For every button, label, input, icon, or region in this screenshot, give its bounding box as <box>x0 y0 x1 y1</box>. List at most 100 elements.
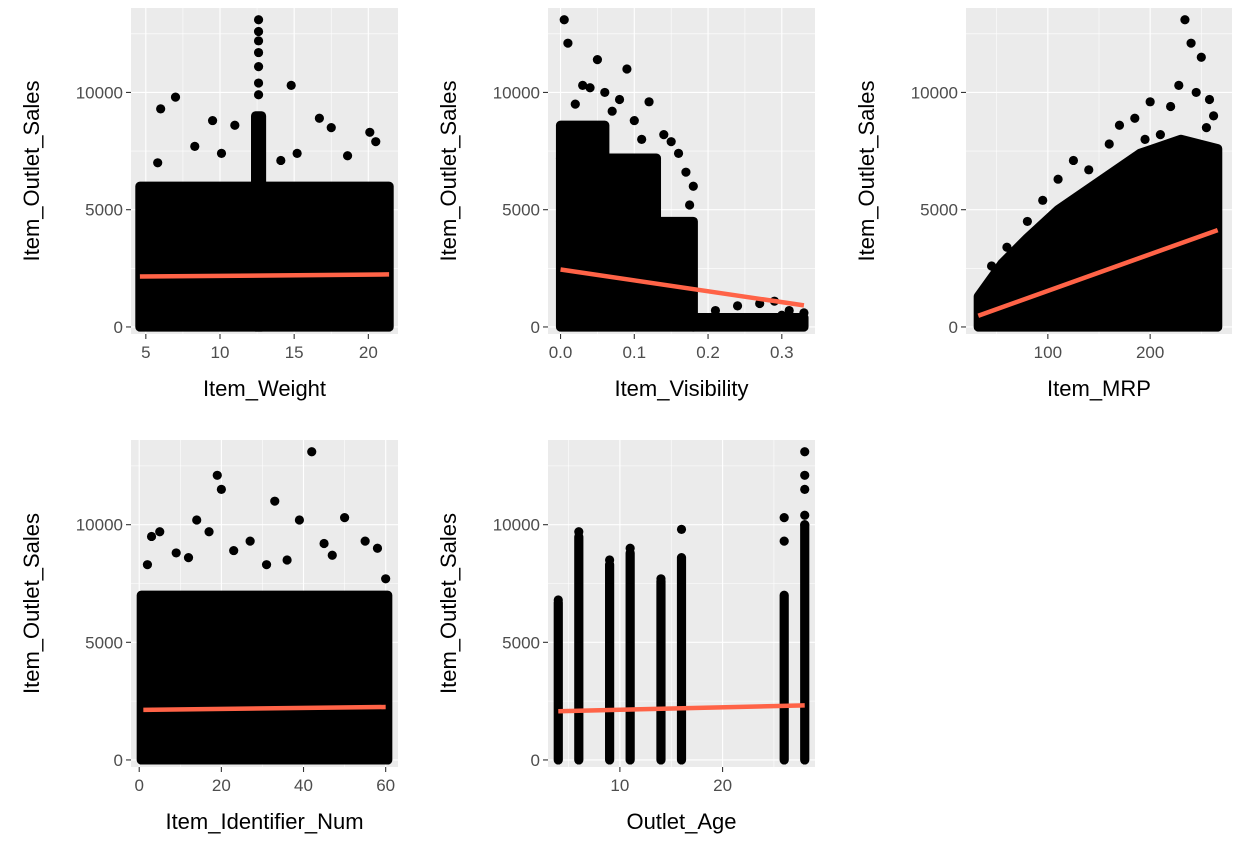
data-point <box>681 167 691 177</box>
data-point <box>253 78 264 88</box>
data-point <box>230 120 240 130</box>
x-axis-title: Item_Identifier_Num <box>165 809 363 834</box>
data-point <box>1114 120 1125 130</box>
x-axis: 10 20 <box>610 767 732 795</box>
data-point <box>1180 15 1190 25</box>
data-point <box>791 317 802 327</box>
data-point <box>553 595 563 605</box>
data-point <box>659 130 669 140</box>
data-point <box>1201 123 1212 133</box>
x-tick-label: 10 <box>211 343 230 362</box>
data-point <box>779 536 789 546</box>
data-point <box>212 470 222 480</box>
data-point <box>326 123 336 133</box>
x-axis: 0 20 40 60 <box>134 767 395 795</box>
data-point <box>1196 52 1206 62</box>
y-axis-title: Item_Outlet_Sales <box>436 513 461 694</box>
x-tick-label: 20 <box>359 343 378 362</box>
scatter-panel-5: 10 20 0 5000 10000 Outlet_Age Item_Outlet_Sale… <box>436 440 815 834</box>
data-point <box>307 447 317 457</box>
x-tick-label: 40 <box>294 776 313 795</box>
x-axis-title: Item_Visibility <box>614 376 748 401</box>
data-point <box>1140 134 1150 144</box>
data-point <box>294 515 305 525</box>
data-point <box>381 574 391 584</box>
y-axis: 0 5000 10000 <box>76 83 131 337</box>
point-column <box>779 590 789 765</box>
data-point <box>253 62 264 72</box>
scatter-panel-1: 5 10 15 20 0 5000 10000 Item_Weight Item_Outlet_… <box>19 8 398 401</box>
data-point <box>685 200 695 210</box>
data-point <box>622 64 632 74</box>
data-point <box>673 148 684 159</box>
data-point <box>605 555 615 565</box>
data-point <box>245 536 255 546</box>
data-point <box>365 127 375 137</box>
data-point <box>800 447 810 457</box>
point-cloud-region <box>555 216 698 332</box>
data-point <box>800 484 810 495</box>
x-tick-label: 0.0 <box>549 343 573 362</box>
y-axis-title: Item_Outlet_Sales <box>854 81 879 262</box>
y-tick-label: 0 <box>949 318 958 337</box>
data-point <box>207 115 218 126</box>
y-tick-label: 10000 <box>493 83 540 102</box>
point-cloud-region <box>555 153 662 227</box>
data-point <box>732 301 743 311</box>
data-point <box>171 548 181 558</box>
x-tick-label: 200 <box>1136 343 1164 362</box>
point-column <box>574 531 584 765</box>
data-point <box>585 83 595 93</box>
data-point <box>777 310 787 320</box>
x-tick-label: 10 <box>610 776 629 795</box>
data-point <box>800 520 810 530</box>
data-point <box>625 543 635 553</box>
x-tick-label: 0 <box>134 776 143 795</box>
y-tick-label: 5000 <box>920 201 958 220</box>
data-points <box>553 447 810 605</box>
data-point <box>319 538 329 549</box>
data-point <box>216 148 227 159</box>
point-cloud-region <box>973 134 1223 332</box>
fit-line <box>558 703 805 714</box>
data-point <box>614 94 625 105</box>
y-tick-label: 5000 <box>85 633 123 652</box>
data-point <box>1038 195 1048 205</box>
data-point <box>1174 80 1184 90</box>
y-tick-label: 0 <box>114 318 123 337</box>
y-axis: 0 5000 10000 <box>76 516 131 770</box>
data-point <box>986 261 997 271</box>
data-point <box>253 47 264 58</box>
data-point <box>155 527 165 537</box>
data-point <box>156 104 166 114</box>
data-point <box>799 308 809 318</box>
data-point <box>282 555 292 565</box>
data-point <box>327 550 337 560</box>
data-point <box>1166 101 1176 112</box>
data-point <box>372 543 383 553</box>
data-points <box>986 15 1219 271</box>
data-point <box>183 553 194 563</box>
data-point <box>146 531 157 542</box>
data-point <box>340 513 350 523</box>
y-tick-label: 5000 <box>502 633 540 652</box>
scatter-panel-3: 100 200 0 5000 10000 Item_MRP Item_Outlet_Sale… <box>854 8 1232 401</box>
x-tick-label: 0.2 <box>696 343 720 362</box>
data-points <box>142 447 391 584</box>
point-column <box>800 520 810 765</box>
point-column <box>676 553 687 765</box>
x-axis: 5 10 15 20 <box>141 334 378 362</box>
x-tick-label: 60 <box>376 776 395 795</box>
data-point <box>1002 242 1012 252</box>
data-point <box>360 536 370 546</box>
data-point <box>142 560 153 570</box>
data-point <box>651 158 662 168</box>
data-point <box>607 106 617 116</box>
y-axis: 0 5000 10000 <box>493 83 548 337</box>
data-point <box>371 137 381 147</box>
data-point <box>1208 111 1219 121</box>
point-column <box>553 597 563 765</box>
data-point <box>688 181 698 191</box>
data-point <box>600 87 610 98</box>
y-tick-label: 10000 <box>911 83 958 102</box>
